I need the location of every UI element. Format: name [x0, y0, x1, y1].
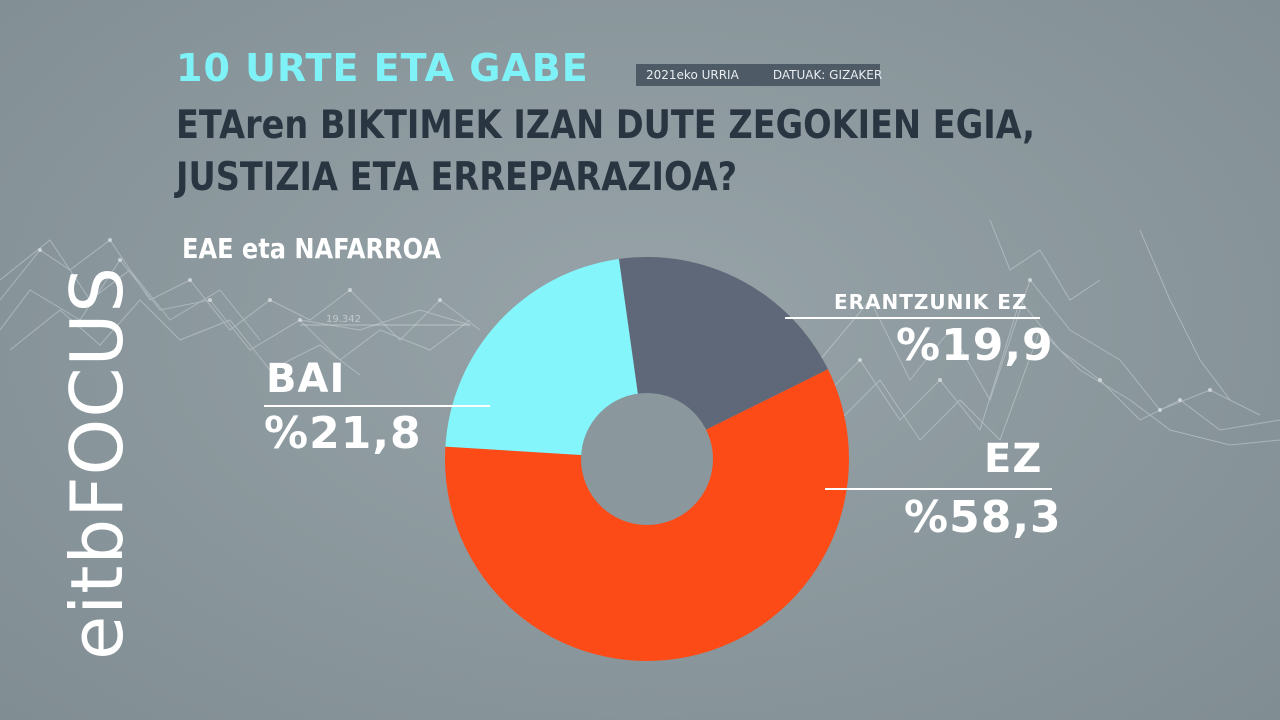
- slice-value-erantzunik-ez: %19,9: [896, 320, 1054, 371]
- question-title: ETAren BIKTIMEK IZAN DUTE ZEGOKIEN EGIA,…: [176, 100, 1036, 204]
- topic-title: 10 URTE ETA GABE: [176, 46, 589, 90]
- slice-bai: [445, 258, 647, 459]
- slice-value-bai: %21,8: [264, 408, 422, 459]
- region-subtitle: EAE eta NAFARROA: [182, 232, 442, 265]
- question-line-1: ETAren BIKTIMEK IZAN DUTE ZEGOKIEN EGIA,: [176, 103, 1036, 148]
- slice-label-erantzunik-ez: ERANTZUNIK EZ: [834, 290, 1028, 314]
- slice-value-ez: %58,3: [904, 492, 1062, 543]
- slice-label-ez: EZ: [984, 436, 1043, 482]
- data-source: DATUAK: GIZAKER: [772, 68, 883, 82]
- donut-hole: [581, 393, 713, 525]
- question-line-2: JUSTIZIA ETA ERREPARAZIOA?: [176, 155, 738, 200]
- background-number: 19.342: [326, 314, 361, 325]
- survey-date: 2021eko URRIA: [646, 68, 739, 82]
- slice-label-bai: BAI: [266, 356, 346, 402]
- info-bar: 2021eko URRIA DATUAK: GIZAKER: [636, 64, 883, 86]
